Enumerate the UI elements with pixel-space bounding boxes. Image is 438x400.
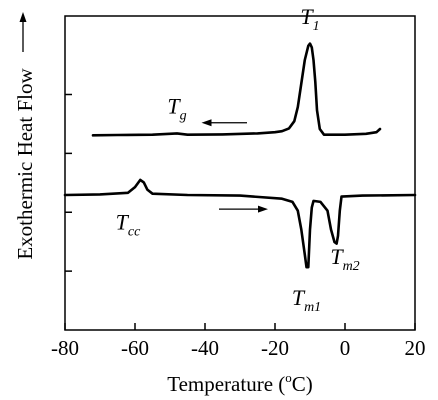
annotation-Tm2: Tm2 (330, 244, 359, 274)
x-tick-label: -80 (51, 336, 79, 360)
annotation-Tm1: Tm1 (292, 285, 321, 315)
y-axis-arrow-icon (19, 12, 27, 52)
direction-arrow-icon (219, 205, 268, 213)
x-axis-title-post: C) (292, 372, 313, 396)
annotation-layer: T1 Tg Tcc Tm2 Tm1 (116, 4, 360, 315)
y-axis-title: Exothermic Heat Flow (13, 68, 37, 260)
x-tick-label: 20 (405, 336, 426, 360)
x-axis-title: Temperature (oC) (167, 370, 313, 396)
plot-frame (64, 15, 416, 331)
x-tick-label: -60 (121, 336, 149, 360)
annotation-Tg: Tg (167, 93, 186, 123)
x-axis-title-sup: o (285, 370, 292, 385)
series-layer (63, 42, 417, 269)
x-axis-title-pre: Temperature ( (167, 372, 285, 396)
x-tick-label: 0 (340, 336, 351, 360)
arrow-layer (201, 119, 268, 213)
y-ticks (65, 93, 72, 272)
heating-curve (63, 178, 417, 269)
x-tick-label: -40 (191, 336, 219, 360)
x-tick-label: -20 (261, 336, 289, 360)
x-ticks: -80 -60 -40 -20 0 20 (51, 323, 426, 360)
cooling-curve (91, 42, 382, 137)
direction-arrow-icon (201, 119, 247, 127)
annotation-Tcc: Tcc (116, 210, 141, 240)
annotation-T1: T1 (300, 4, 319, 34)
